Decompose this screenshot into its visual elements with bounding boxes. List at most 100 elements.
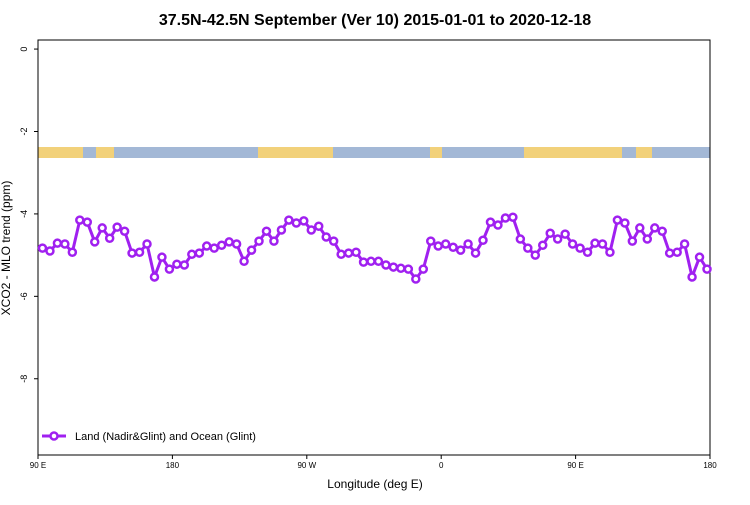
- data-point: [627, 236, 638, 246]
- data-point: [52, 238, 63, 248]
- land: [96, 147, 114, 158]
- data-point: [187, 249, 197, 260]
- data-point: [276, 225, 287, 235]
- data-point: [657, 226, 667, 236]
- data-point: [702, 264, 712, 274]
- data-point: [381, 260, 391, 270]
- y-tick-label: -4: [19, 210, 29, 218]
- data-point: [142, 239, 152, 249]
- data-point: [694, 252, 705, 262]
- legend-marker: [49, 431, 59, 441]
- data-point: [313, 221, 324, 232]
- land: [636, 147, 652, 158]
- data-point: [537, 240, 548, 250]
- data-point: [403, 264, 414, 274]
- data-point: [261, 226, 272, 236]
- land: [38, 147, 83, 158]
- data-point: [321, 232, 331, 242]
- y-tick-label: -6: [19, 292, 29, 300]
- data-point: [523, 243, 533, 253]
- data-point: [328, 236, 339, 246]
- legend-label: Land (Nadir&Glint) and Ocean (Glint): [75, 431, 256, 443]
- data-point: [164, 264, 175, 274]
- data-point: [567, 239, 578, 249]
- y-tick-label: -2: [19, 127, 29, 135]
- data-point: [172, 259, 182, 269]
- data-point: [291, 218, 302, 228]
- data-point: [75, 215, 85, 225]
- data-point: [89, 237, 100, 247]
- ocean: [38, 147, 710, 158]
- data-point: [149, 272, 160, 282]
- data-point: [157, 252, 167, 262]
- data-point: [254, 236, 264, 246]
- data-point: [373, 256, 384, 267]
- data-point: [112, 222, 122, 232]
- data-point: [597, 239, 608, 249]
- data-point: [388, 262, 399, 272]
- x-tick-label: 90 E: [30, 461, 46, 470]
- data-point: [493, 220, 503, 230]
- data-point: [366, 256, 376, 267]
- data-point: [97, 223, 107, 233]
- data-point: [179, 260, 190, 270]
- data-point: [358, 257, 369, 267]
- data-point: [612, 215, 623, 225]
- data-point: [515, 234, 526, 244]
- x-tick-label: 90 W: [297, 461, 316, 470]
- data-point: [545, 228, 555, 239]
- data-point: [216, 240, 227, 250]
- data-point: [575, 243, 585, 253]
- data-point: [104, 233, 115, 243]
- data-point: [664, 248, 675, 258]
- data-point: [433, 241, 443, 251]
- y-tick-label: 0: [19, 47, 29, 52]
- chart-title: 37.5N-42.5N September (Ver 10) 2015-01-0…: [159, 12, 591, 29]
- data-point: [269, 236, 279, 246]
- land: [524, 147, 622, 158]
- data-point: [455, 245, 466, 255]
- data-point: [67, 247, 78, 257]
- legend-entry: Land (Nadir&Glint) and Ocean (Glint): [42, 431, 256, 443]
- data-point: [478, 235, 488, 246]
- data-point: [306, 225, 317, 235]
- data-point: [231, 239, 242, 249]
- data-point: [463, 239, 473, 249]
- data-point: [209, 243, 219, 253]
- data-point: [299, 216, 309, 226]
- data-point: [194, 248, 205, 258]
- data-point: [635, 223, 645, 233]
- data-point: [411, 274, 421, 284]
- data-point: [239, 256, 249, 267]
- data-point: [60, 239, 70, 249]
- data-point: [687, 272, 697, 282]
- map-strip: [38, 147, 710, 158]
- x-tick-label: 180: [166, 461, 180, 470]
- data-point: [440, 239, 451, 249]
- data-point: [37, 243, 48, 253]
- data-point: [590, 238, 600, 248]
- y-tick-label: -8: [19, 375, 29, 383]
- x-tick-label: 90 E: [567, 461, 583, 470]
- data-point: [246, 245, 257, 255]
- data-point: [642, 234, 653, 244]
- x-axis-label: Longitude (deg E): [327, 477, 422, 491]
- data-point: [470, 248, 481, 258]
- data-point: [620, 218, 630, 228]
- data-point: [284, 215, 294, 225]
- data-point: [605, 247, 615, 257]
- x-tick-label: 180: [703, 461, 717, 470]
- data-point: [201, 241, 212, 251]
- x-tick-label: 0: [439, 461, 444, 470]
- data-point: [119, 226, 130, 236]
- data-point: [500, 213, 511, 223]
- data-point: [425, 236, 436, 246]
- data-point: [679, 239, 690, 249]
- data-point: [649, 223, 660, 233]
- data-point: [530, 250, 541, 260]
- data-point: [351, 247, 361, 257]
- y-axis-label: XCO2 - MLO trend (ppm): [0, 181, 13, 316]
- data-point: [134, 247, 145, 257]
- data-point: [82, 217, 93, 227]
